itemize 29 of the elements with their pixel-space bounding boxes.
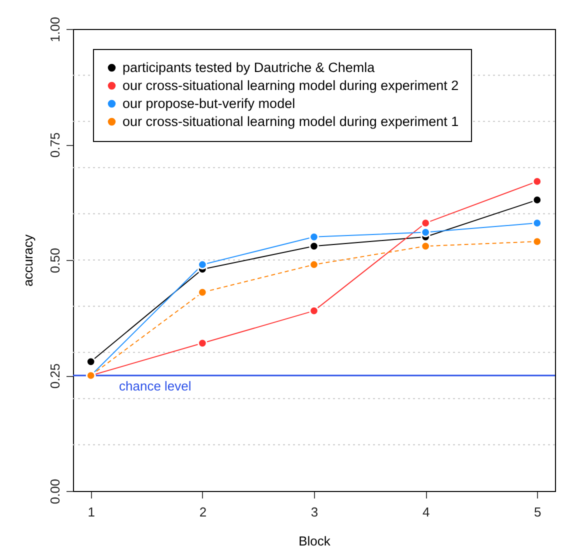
- point: [309, 306, 319, 316]
- y-tick-label: 0.75: [48, 132, 62, 158]
- legend-label: our cross-situational learning model during experiment 1: [122, 114, 459, 129]
- legend-label: participants tested by Dautriche & Chemla: [122, 60, 376, 75]
- y-tick-label: 1.00: [48, 16, 62, 42]
- x-tick-label: 4: [422, 504, 430, 520]
- point: [532, 176, 542, 186]
- x-tick-label: 5: [534, 504, 542, 520]
- y-axis-title: accuracy: [20, 234, 36, 287]
- x-tick-label: 3: [310, 504, 318, 520]
- x-tick-label: 2: [199, 504, 207, 520]
- x-tick-label: 1: [88, 504, 95, 520]
- x-axis-title: Block: [298, 534, 331, 548]
- point: [309, 241, 319, 252]
- y-tick-label: 0.50: [48, 248, 62, 274]
- point: [420, 227, 431, 238]
- point: [532, 236, 542, 246]
- y-tick-label: 0.00: [48, 478, 62, 504]
- point: [86, 356, 96, 367]
- legend-label: our propose-but-verify model: [122, 96, 296, 111]
- point: [197, 338, 208, 348]
- point: [420, 218, 431, 228]
- point: [532, 195, 542, 205]
- y-tick-label: 0.25: [48, 363, 62, 389]
- legend-label: our cross-situational learning model during experiment 2: [122, 78, 459, 93]
- point: [420, 241, 431, 252]
- ref-line-label: chance level: [119, 378, 192, 394]
- point: [532, 218, 542, 228]
- point: [197, 287, 208, 298]
